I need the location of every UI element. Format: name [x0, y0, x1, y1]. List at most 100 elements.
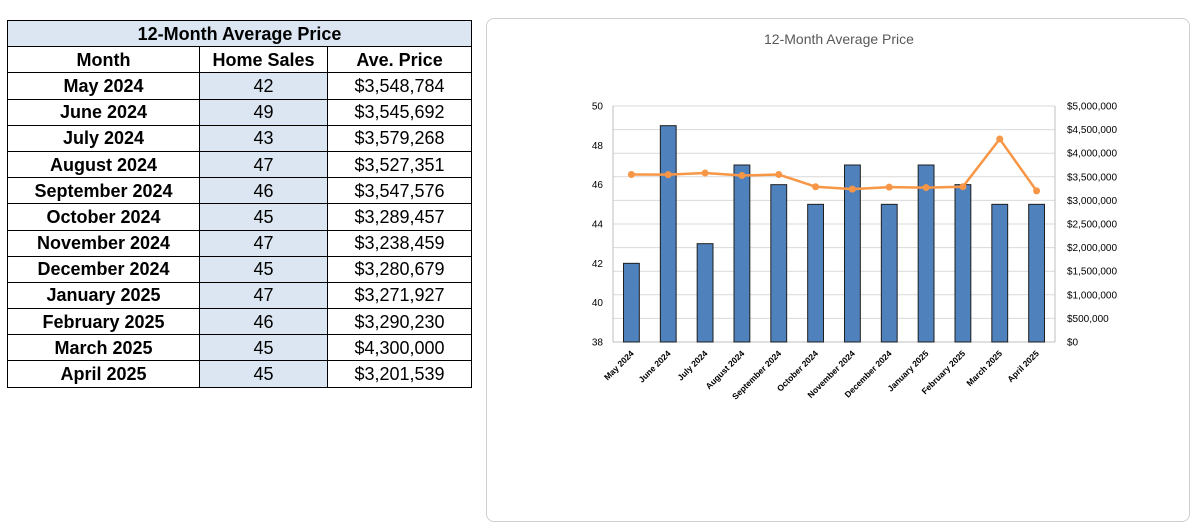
point-ave-price [775, 171, 783, 179]
home-sales-cell: 46 [199, 177, 328, 205]
month-cell: September 2024 [7, 177, 200, 205]
home-sales-cell: 47 [199, 281, 328, 310]
ave-price-cell: $3,271,927 [326, 281, 473, 310]
ave-price-cell: $4,300,000 [326, 334, 473, 362]
right-axis-tick-label: $0 [1067, 338, 1079, 349]
month-cell: February 2025 [7, 308, 200, 336]
bar-home-sales [622, 262, 640, 343]
right-axis-tick-label: $500,000 [1067, 314, 1109, 325]
right-axis-tick-label: $2,000,000 [1067, 243, 1117, 254]
right-axis-tick-label: $5,000,000 [1067, 102, 1117, 113]
home-sales-cell: 43 [199, 124, 328, 152]
home-sales-cell: 49 [199, 98, 328, 126]
ave-price-cell: $3,548,784 [326, 72, 473, 100]
right-axis-tick-label: $2,500,000 [1067, 220, 1117, 231]
bar-home-sales [807, 203, 825, 343]
table-header-row: Month Home Sales Ave. Price [7, 46, 473, 74]
price-table: 12-Month Average Price Month Home Sales … [6, 19, 473, 388]
chart-title: 12-Month Average Price [764, 31, 914, 47]
point-ave-price [885, 183, 893, 191]
left-axis-tick-label: 50 [592, 102, 604, 113]
x-axis-tick-label: May 2024 [602, 348, 636, 382]
bar-home-sales [1028, 203, 1046, 343]
x-axis-tick-label: July 2024 [675, 348, 709, 382]
ave-price-cell: $3,290,230 [326, 308, 473, 336]
left-axis-tick-label: 40 [592, 298, 604, 309]
bar-home-sales [843, 164, 861, 343]
x-axis-tick-label: June 2024 [637, 348, 673, 384]
home-sales-cell: 47 [199, 229, 328, 257]
month-cell: June 2024 [7, 98, 200, 126]
table-row: January 2025 47 $3,271,927 [7, 281, 473, 310]
table-row: October 2024 45 $3,289,457 [7, 203, 473, 231]
ave-price-cell: $3,579,268 [326, 124, 473, 152]
table-row: December 2024 45 $3,280,679 [7, 255, 473, 283]
right-axis-tick-label: $4,000,000 [1067, 149, 1117, 160]
table-row: May 2024 42 $3,548,784 [7, 72, 473, 100]
bar-home-sales [991, 203, 1009, 343]
header-home-sales: Home Sales [199, 46, 328, 74]
table-row: June 2024 49 $3,545,692 [7, 98, 473, 126]
point-ave-price [738, 172, 746, 180]
month-cell: October 2024 [7, 203, 200, 231]
bar-home-sales [770, 184, 788, 343]
header-month: Month [7, 46, 200, 74]
line-ave-price [631, 137, 1038, 192]
month-cell: April 2025 [7, 360, 200, 388]
point-ave-price [922, 184, 930, 192]
left-axis-tick-label: 46 [592, 180, 604, 191]
table-row: September 2024 46 $3,547,576 [7, 177, 473, 205]
right-axis-tick-label: $1,000,000 [1067, 290, 1117, 301]
right-axis-tick-label: $4,500,000 [1067, 125, 1117, 136]
right-axis-tick-label: $1,500,000 [1067, 267, 1117, 278]
point-ave-price [701, 169, 709, 177]
bar-home-sales [659, 125, 677, 343]
point-ave-price [996, 135, 1004, 143]
ave-price-cell: $3,280,679 [326, 255, 473, 283]
month-cell: July 2024 [7, 124, 200, 152]
table-row: April 2025 45 $3,201,539 [7, 360, 473, 388]
home-sales-cell: 46 [199, 308, 328, 336]
month-cell: December 2024 [7, 255, 200, 283]
x-axis-tick-label: April 2025 [1005, 348, 1041, 384]
ave-price-cell: $3,238,459 [326, 229, 473, 257]
table-row: November 2024 47 $3,238,459 [7, 229, 473, 257]
home-sales-cell: 45 [199, 360, 328, 388]
month-cell: August 2024 [7, 150, 200, 179]
chart-panel: 12-Month Average Price $0 $500,000 $1,000,0… [486, 18, 1190, 522]
home-sales-cell: 45 [199, 255, 328, 283]
month-cell: March 2025 [7, 334, 200, 362]
home-sales-cell: 47 [199, 150, 328, 179]
month-cell: January 2025 [7, 281, 200, 310]
left-axis-tick-label: 42 [592, 259, 604, 270]
header-ave-price: Ave. Price [326, 46, 473, 74]
point-ave-price [812, 183, 820, 191]
home-sales-cell: 45 [199, 203, 328, 231]
table-row: August 2024 47 $3,527,351 [7, 150, 473, 179]
left-axis-tick-label: 44 [592, 220, 604, 231]
home-sales-cell: 45 [199, 334, 328, 362]
point-ave-price [848, 185, 856, 193]
table-row: July 2024 43 $3,579,268 [7, 124, 473, 152]
point-ave-price [664, 171, 672, 179]
combo-chart: 12-Month Average Price $0 $500,000 $1,000,0… [592, 31, 1118, 402]
table-title: 12-Month Average Price [6, 19, 473, 48]
ave-price-cell: $3,545,692 [326, 98, 473, 126]
bar-home-sales [917, 164, 935, 343]
bar-home-sales [880, 203, 898, 343]
month-cell: November 2024 [7, 229, 200, 257]
x-axis-tick-label: March 2025 [964, 348, 1004, 388]
table-row: March 2025 45 $4,300,000 [7, 334, 473, 362]
point-ave-price [1033, 187, 1041, 195]
ave-price-cell: $3,547,576 [326, 177, 473, 205]
table-row: February 2025 46 $3,290,230 [7, 308, 473, 336]
bar-home-sales [733, 164, 751, 343]
left-axis-tick-label: 48 [592, 141, 604, 152]
bar-home-sales [696, 243, 714, 343]
ave-price-cell: $3,527,351 [326, 150, 473, 179]
home-sales-cell: 42 [199, 72, 328, 100]
ave-price-cell: $3,289,457 [326, 203, 473, 231]
point-ave-price [627, 170, 635, 178]
table-body: May 2024 42 $3,548,784 June 2024 49 $3,545,69… [7, 72, 473, 388]
ave-price-cell: $3,201,539 [326, 360, 473, 388]
